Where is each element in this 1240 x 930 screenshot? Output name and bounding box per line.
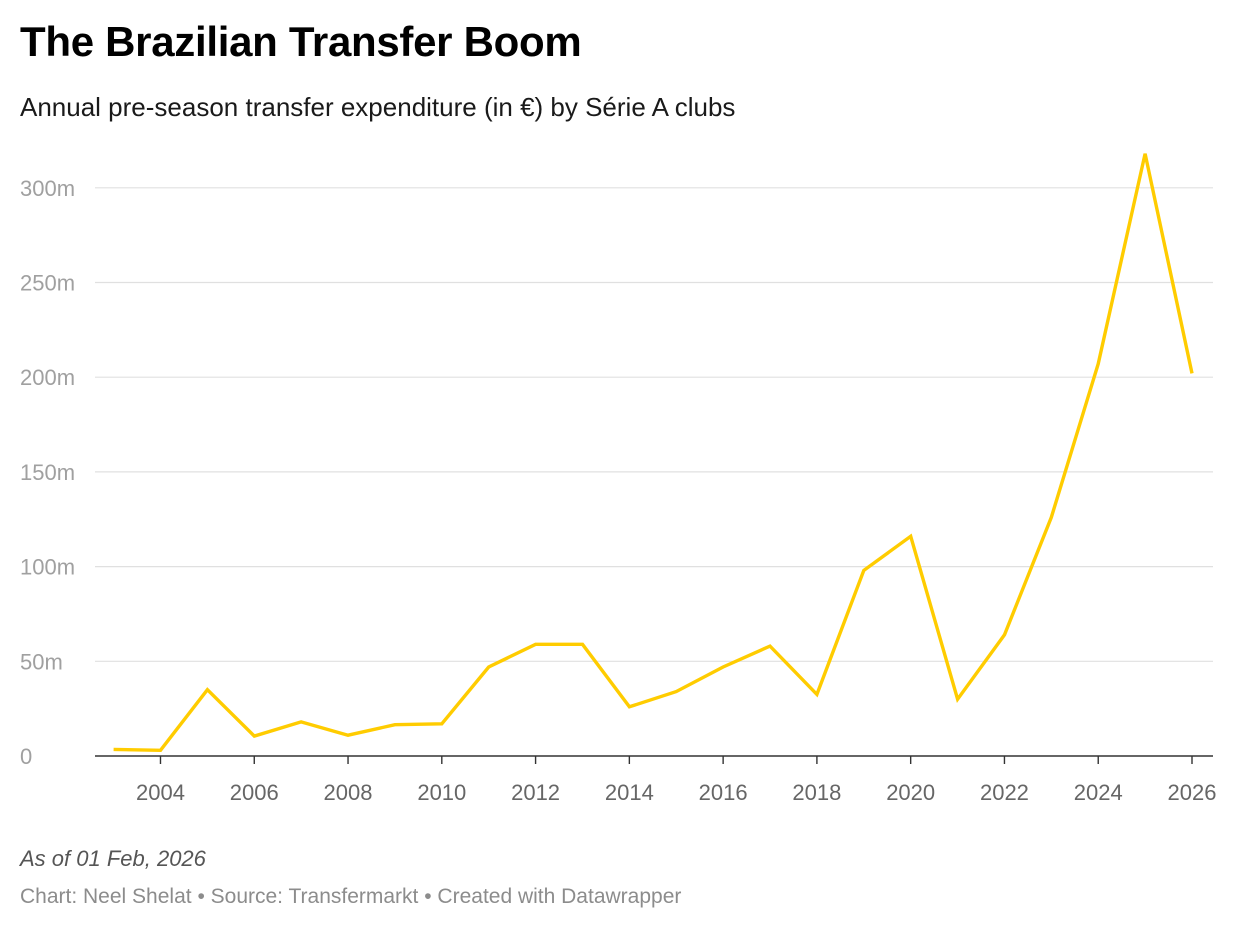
x-tick-label: 2018 bbox=[792, 780, 841, 805]
x-tick-label: 2010 bbox=[417, 780, 466, 805]
y-tick-label: 50m bbox=[20, 649, 63, 674]
data-point bbox=[1190, 371, 1194, 375]
data-point bbox=[205, 688, 209, 692]
data-point bbox=[534, 642, 538, 646]
data-point bbox=[158, 748, 162, 752]
data-point bbox=[721, 665, 725, 669]
data-point bbox=[862, 568, 866, 572]
x-tick-label: 2014 bbox=[605, 780, 654, 805]
y-axis-ticks: 0 50m 100m 150m 200m 250m 300m bbox=[20, 176, 75, 769]
data-point bbox=[252, 734, 256, 738]
y-tick-label: 250m bbox=[20, 271, 75, 296]
data-point bbox=[1049, 515, 1053, 519]
x-tick-label: 2022 bbox=[980, 780, 1029, 805]
x-tick-label: 2026 bbox=[1168, 780, 1217, 805]
data-point bbox=[1096, 362, 1100, 366]
data-point bbox=[346, 733, 350, 737]
data-point bbox=[487, 665, 491, 669]
x-tick-label: 2016 bbox=[699, 780, 748, 805]
separator-dot: • bbox=[197, 885, 205, 908]
y-tick-label: 100m bbox=[20, 555, 75, 580]
x-tick-label: 2006 bbox=[230, 780, 279, 805]
y-tick-label: 150m bbox=[20, 460, 75, 485]
x-tick-label: 2024 bbox=[1074, 780, 1123, 805]
x-axis-ticks: 2004 2006 2008 2010 2012 2014 2016 2018 2020 2022… bbox=[136, 756, 1216, 805]
data-point bbox=[1143, 152, 1147, 156]
data-point bbox=[956, 697, 960, 701]
x-tick-label: 2012 bbox=[511, 780, 560, 805]
chart-subtitle: Annual pre-season transfer expenditure (… bbox=[20, 92, 736, 122]
gridlines bbox=[95, 187, 1213, 662]
y-tick-label: 300m bbox=[20, 176, 75, 201]
data-point bbox=[815, 692, 819, 696]
data-point bbox=[393, 723, 397, 727]
y-tick-label: 200m bbox=[20, 365, 75, 390]
x-tick-label: 2008 bbox=[324, 780, 373, 805]
data-point bbox=[768, 644, 772, 648]
chart-credit: Chart: Neel Shelat bbox=[20, 885, 192, 908]
data-point bbox=[112, 747, 116, 751]
data-point bbox=[299, 720, 303, 724]
x-tick-label: 2020 bbox=[886, 780, 935, 805]
date-note: As of 01 Feb, 2026 bbox=[20, 846, 206, 871]
series-layer bbox=[112, 152, 1194, 753]
footer-credits: Chart: Neel Shelat • Source: Transfermar… bbox=[20, 885, 681, 909]
x-tick-label: 2004 bbox=[136, 780, 185, 805]
data-point bbox=[1002, 633, 1006, 637]
data-point bbox=[440, 722, 444, 726]
created-with-credit: Created with Datawrapper bbox=[437, 885, 682, 908]
data-point bbox=[580, 642, 584, 646]
data-point bbox=[674, 690, 678, 694]
source-credit: Source: Transfermarkt bbox=[210, 885, 419, 908]
data-point bbox=[909, 534, 913, 538]
separator-dot: • bbox=[424, 885, 432, 908]
series-line bbox=[113, 153, 1194, 753]
chart-title: The Brazilian Transfer Boom bbox=[20, 18, 582, 65]
data-point bbox=[627, 705, 631, 709]
y-tick-label: 0 bbox=[20, 744, 32, 769]
